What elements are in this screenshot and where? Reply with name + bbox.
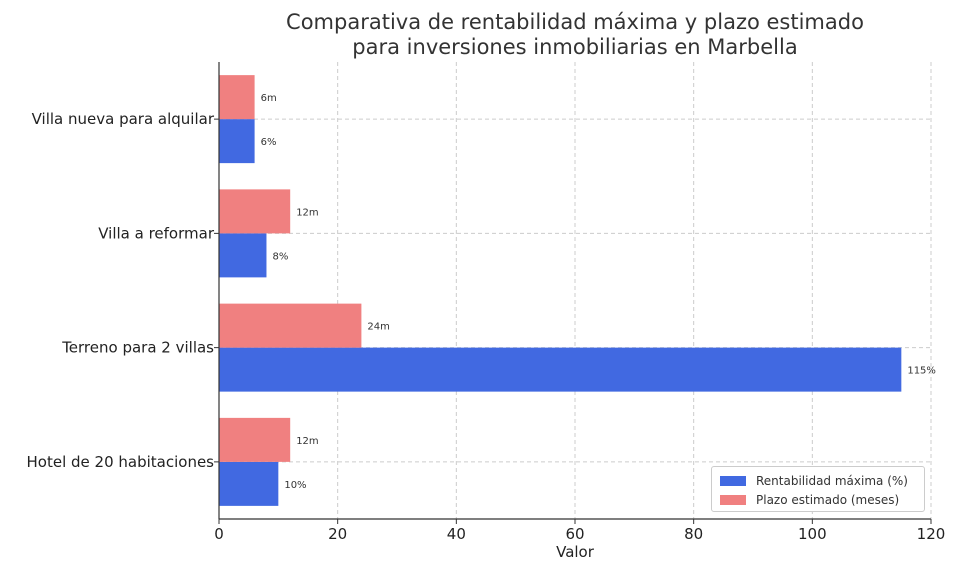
data-label: 6m [261, 93, 277, 104]
bar-plazo [219, 75, 255, 120]
bar-plazo [219, 417, 291, 462]
data-label: 10% [284, 480, 306, 491]
data-label: 115% [907, 366, 936, 377]
x-tick-label: 60 [565, 525, 584, 543]
legend-swatch-plazo [720, 495, 746, 505]
y-tick-label: Villa nueva para alquilar [32, 110, 215, 128]
bar-rentabilidad [219, 119, 255, 164]
data-label: 12m [296, 436, 318, 447]
data-label: 24m [367, 322, 389, 333]
x-tick-label: 40 [447, 525, 466, 543]
data-label: 12m [296, 207, 318, 218]
legend-swatch-rentabilidad [720, 476, 746, 486]
y-tick-label: Villa a reformar [98, 224, 215, 242]
bar-rentabilidad [219, 461, 279, 506]
data-label: 8% [272, 251, 288, 262]
legend-label-rentabilidad: Rentabilidad máxima (%) [756, 474, 908, 488]
x-tick-label: 0 [214, 525, 224, 543]
y-tick-label: Hotel de 20 habitaciones [27, 453, 215, 471]
bar-rentabilidad [219, 347, 902, 392]
x-tick-label: 20 [328, 525, 347, 543]
chart-legend: Rentabilidad máxima (%) Plazo estimado (… [711, 466, 925, 512]
legend-label-plazo: Plazo estimado (meses) [756, 493, 900, 507]
bar-plazo [219, 189, 291, 234]
x-tick-label: 80 [684, 525, 703, 543]
legend-item-rentabilidad: Rentabilidad máxima (%) [720, 473, 908, 489]
y-tick-label: Terreno para 2 villas [61, 339, 214, 357]
legend-item-plazo: Plazo estimado (meses) [720, 492, 899, 508]
bar-plazo [219, 303, 362, 348]
x-tick-label: 120 [917, 525, 946, 543]
data-label: 6% [261, 137, 277, 148]
x-tick-label: 100 [798, 525, 827, 543]
bar-rentabilidad [219, 233, 267, 278]
x-axis-label: Valor [556, 543, 595, 561]
chart-title: Comparativa de rentabilidad máxima y pla… [286, 10, 864, 59]
